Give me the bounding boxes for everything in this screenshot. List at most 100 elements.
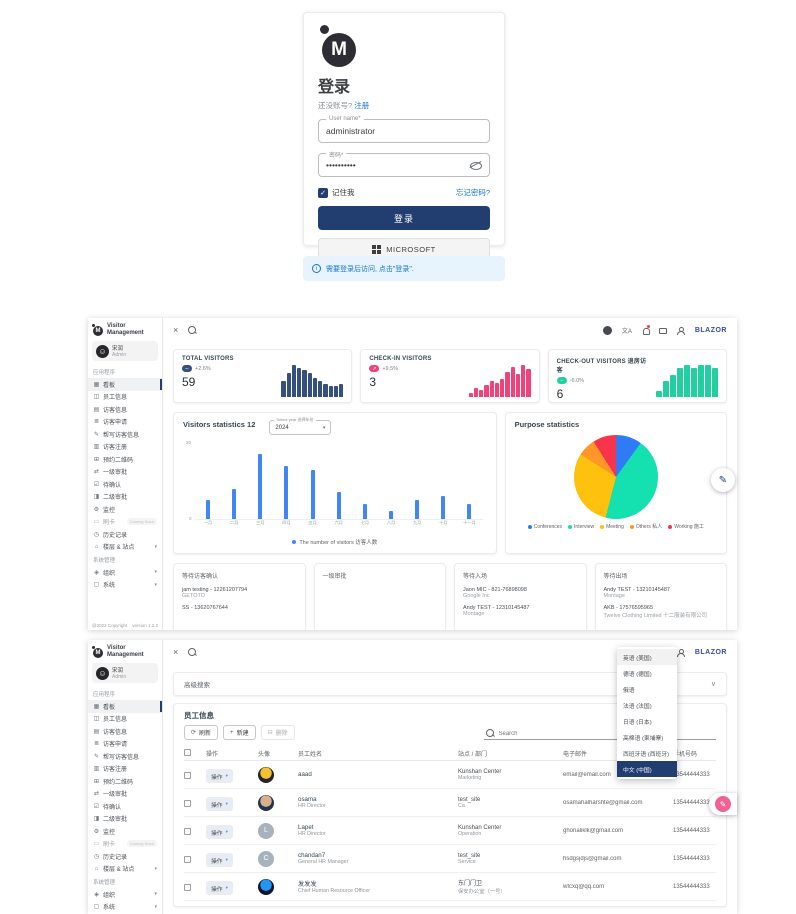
close-icon[interactable]: × <box>173 647 179 657</box>
fullscreen-icon[interactable] <box>658 327 667 334</box>
sidebar-item[interactable]: ▥ 访客注册 <box>88 763 162 776</box>
sidebar-item[interactable]: ◫ 员工信息 <box>88 713 162 726</box>
row-checkbox[interactable] <box>184 855 191 863</box>
close-icon[interactable]: × <box>173 325 179 335</box>
sidebar-item[interactable]: ▤ 访客信息 <box>88 403 162 416</box>
refresh-button[interactable]: ⟳ 刷新 <box>184 725 219 740</box>
sidebar-item[interactable]: ≣ 访客申请 <box>88 416 162 429</box>
sidebar-item[interactable]: ≣ 访客申请 <box>88 738 162 751</box>
select-all-checkbox[interactable] <box>184 748 191 756</box>
sidebar-item[interactable]: ▥ 访客注册 <box>88 441 162 454</box>
password-field[interactable]: 密码* <box>318 150 490 177</box>
sidebar-item-icon: ▤ <box>93 406 100 413</box>
language-menu-item[interactable]: 高棉语 (柬埔寨) <box>623 735 664 742</box>
sidebar-item[interactable]: ▢ 系统 ▾ <box>88 579 162 592</box>
microsoft-logo-icon <box>372 244 382 254</box>
language-menu-item[interactable]: 法语 (法国) <box>623 703 652 710</box>
sidebar-item[interactable]: ⚙ 监控 <box>88 503 162 516</box>
theme-edit-fab[interactable]: ✎ <box>711 468 735 492</box>
list-item[interactable]: Jaon MIC - 821-76898098 Google Inc <box>463 587 527 599</box>
row-action-button[interactable]: 操作 ▾ <box>206 853 233 867</box>
sidebar-item[interactable]: ◨ 二级审批 <box>88 813 162 826</box>
language-menu-item[interactable]: 德语 (德国) <box>623 671 652 678</box>
sidebar-item[interactable]: ◷ 历史记录 <box>88 528 162 541</box>
sidebar-item[interactable]: ▭ 刷卡 Coming Soon <box>88 838 162 851</box>
sidebar-item[interactable]: ◨ 二级审批 <box>88 491 162 504</box>
employee-row: 操作 ▾ andy Chief Human Resource Officer K… <box>184 901 716 906</box>
toggle-password-visibility-icon[interactable] <box>469 161 482 170</box>
sidebar-item[interactable]: ✎ 帮写访客信息 <box>88 428 162 441</box>
row-action-button[interactable]: 操作 ▾ <box>206 881 233 895</box>
row-action-button[interactable]: 操作 ▾ <box>206 769 233 783</box>
chevron-down-icon: ∨ <box>710 681 716 688</box>
sidebar-item[interactable]: ⌂ 楼层 & 站点 ▾ <box>88 541 162 554</box>
year-select[interactable]: Select year 选择年份 2024 ▾ <box>269 417 332 435</box>
sidebar-item[interactable]: ⚙ 监控 <box>88 825 162 838</box>
row-checkbox[interactable] <box>184 883 191 891</box>
language-menu-item[interactable]: 英语 (美国) <box>617 649 677 665</box>
user-chip[interactable]: ☺ 宋润 Admin <box>92 663 158 684</box>
table-search[interactable] <box>484 728 716 740</box>
row-checkbox[interactable] <box>184 799 191 807</box>
account-icon[interactable] <box>677 326 686 335</box>
blazor-brand[interactable]: BLAZOR <box>694 649 727 656</box>
language-menu-item[interactable]: 俄语 <box>623 687 635 694</box>
row-action-button[interactable]: 操作 ▾ <box>206 797 233 811</box>
sidebar-item[interactable]: ◫ 员工信息 <box>88 391 162 404</box>
username-field[interactable]: User name* <box>318 116 490 143</box>
row-checkbox[interactable] <box>184 771 191 779</box>
chevron-down-icon: ▾ <box>154 569 157 576</box>
employee-phone: 13544444333 <box>673 827 710 834</box>
forgot-password-link[interactable]: 忘记密码? <box>455 188 490 197</box>
account-icon[interactable] <box>677 648 686 657</box>
sidebar-item[interactable]: ▦ 看板 <box>88 378 162 391</box>
sidebar-item[interactable]: ◈ 组织 ▾ <box>88 566 162 579</box>
sidebar-item[interactable]: ⊞ 预约二维码 <box>88 775 162 788</box>
sidebar-item[interactable]: ☑ 待确认 <box>88 800 162 813</box>
github-icon[interactable] <box>602 326 612 335</box>
blazor-brand[interactable]: BLAZOR <box>694 327 727 334</box>
sidebar-item[interactable]: ⇄ 一级审批 <box>88 788 162 801</box>
list-item[interactable]: Andy TEST - 13210145487 Montage <box>603 587 670 599</box>
language-menu-item[interactable]: 西班牙语 (西班牙) <box>623 751 670 758</box>
sidebar-item[interactable]: ⊞ 预约二维码 <box>88 453 162 466</box>
user-chip[interactable]: ☺ 宋润 Admin <box>92 341 158 362</box>
language-menu-item[interactable]: 日语 (日本) <box>623 719 652 726</box>
remember-me-checkbox[interactable]: ✓ <box>318 187 328 198</box>
sidebar-item-icon: ◈ <box>94 569 99 576</box>
search-input[interactable] <box>498 730 714 737</box>
language-icon[interactable]: 文A <box>621 329 632 335</box>
sidebar-item[interactable]: ✎ 帮写访客信息 <box>88 750 162 763</box>
waiting-checkin-card: 等待入场 Jaon MIC - 821-76898098 Google Inc <box>454 563 587 630</box>
dashboard-content: TOTAL VISITORS ∼ +2.6% 59 <box>163 343 737 630</box>
sidebar-item[interactable]: ◷ 历史记录 <box>88 850 162 863</box>
create-button[interactable]: + 新建 <box>223 725 256 740</box>
row-action-button[interactable]: 操作 ▾ <box>206 825 233 839</box>
sidebar-item[interactable]: ▦ 看板 <box>88 700 162 713</box>
search-icon[interactable] <box>188 326 197 335</box>
sidebar-item-icon: ⌂ <box>94 543 99 550</box>
sidebar-item[interactable]: ⌂ 楼层 & 站点 ▾ <box>88 863 162 876</box>
employee-row: 操作 ▾ 发发发 Chief Human Resource Officer 东门… <box>184 873 716 901</box>
list-item[interactable]: jam testing - 12261207794 GETOTO <box>182 587 248 599</box>
sidebar-item[interactable]: ⇄ 一级审批 <box>88 466 162 479</box>
sidebar-item[interactable]: ▤ 访客信息 <box>88 725 162 738</box>
theme-edit-fab[interactable]: ✎ <box>709 793 737 815</box>
sidebar-item[interactable]: ◈ 组织 ▾ <box>88 888 162 901</box>
list-item[interactable]: AKB - 17576595965 Twelve Clothing Limite… <box>603 605 708 619</box>
notifications-bell-icon[interactable] <box>642 324 650 335</box>
search-icon[interactable] <box>188 648 197 657</box>
sidebar-item[interactable]: ▢ 系统 ▾ <box>88 901 162 914</box>
register-link[interactable]: 注册 <box>354 101 370 110</box>
row-checkbox[interactable] <box>184 827 191 835</box>
sidebar-item[interactable]: ▭ 刷卡 Coming Soon <box>88 516 162 529</box>
list-item[interactable]: Andy TEST - 12310145487 Montage <box>463 605 530 617</box>
language-menu-item[interactable]: 中文 (中国) <box>617 761 677 777</box>
password-input[interactable] <box>326 160 469 170</box>
username-input[interactable] <box>326 126 482 136</box>
sidebar-item[interactable]: ☑ 待确认 <box>88 478 162 491</box>
list-item[interactable]: SS - 13620767644 <box>182 605 228 611</box>
employee-row: 操作 ▾ L Lapet HR Director Kunshan Center <box>184 817 716 845</box>
login-button[interactable]: 登录 <box>318 206 490 230</box>
delete-button[interactable]: ⊟ 删除 <box>260 725 295 740</box>
